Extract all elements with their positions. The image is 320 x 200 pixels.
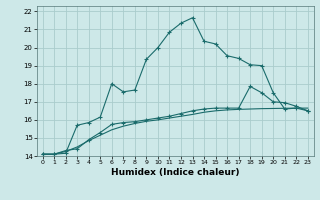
X-axis label: Humidex (Indice chaleur): Humidex (Indice chaleur) xyxy=(111,168,239,177)
